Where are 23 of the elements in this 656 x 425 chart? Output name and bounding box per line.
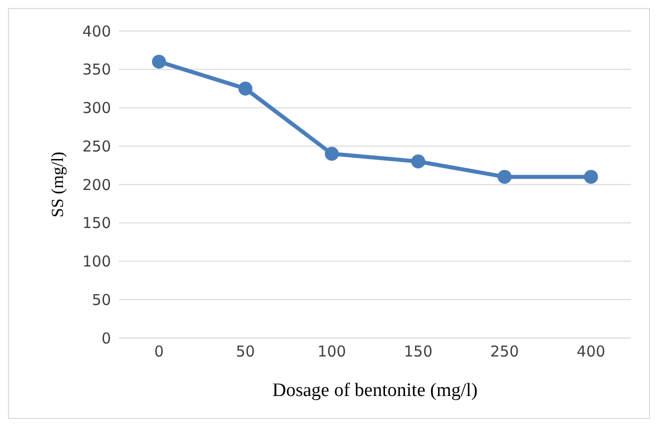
x-tick-label: 150 (404, 342, 433, 361)
point (152, 54, 166, 69)
x-axis-title: Dosage of bentonite (mg/l) (272, 380, 478, 401)
y-axis-title: SS (mg/l) (48, 152, 68, 218)
y-tick-label: 400 (82, 22, 111, 40)
y-tick-label: 50 (92, 290, 111, 309)
y-tick-label: 150 (82, 214, 111, 232)
x-tick-label: 250 (490, 342, 519, 361)
x-tick-label: 400 (576, 342, 606, 361)
y-tick-label: 200 (82, 176, 111, 194)
y-tick-label: 0 (101, 329, 111, 348)
point (498, 170, 512, 184)
y-tick-label: 250 (82, 137, 111, 156)
x-tick-label: 100 (317, 342, 346, 361)
x-tick-label: 50 (236, 342, 255, 361)
point (584, 170, 598, 184)
y-tick-label: 350 (82, 60, 111, 79)
y-tick-label: 100 (82, 252, 111, 271)
point (411, 154, 426, 168)
point (324, 146, 339, 161)
y-tick-label: 300 (82, 99, 111, 118)
x-tick-label: 0 (154, 342, 164, 361)
point (238, 82, 252, 96)
